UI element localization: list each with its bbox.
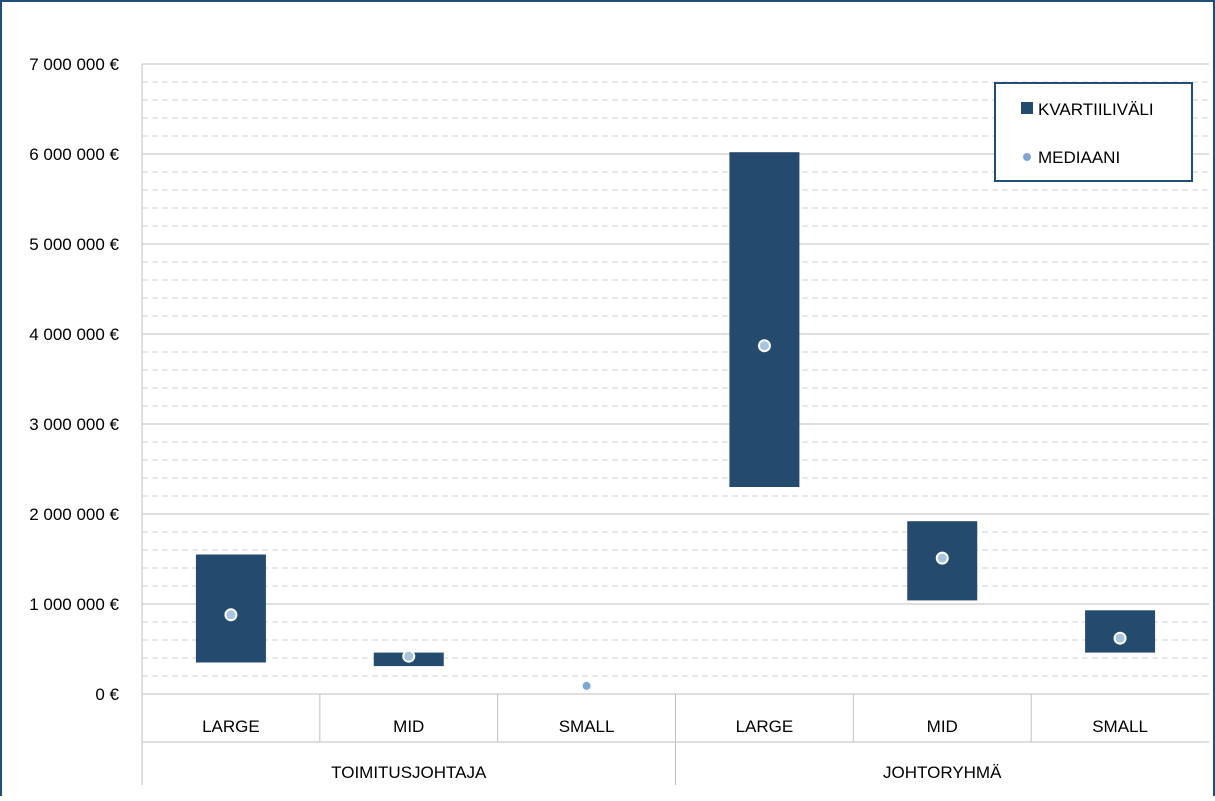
x-group-label: JOHTORYHMÄ: [883, 763, 1002, 782]
y-tick-label: 2 000 000 €: [29, 505, 119, 524]
y-tick-label: 3 000 000 €: [29, 415, 119, 434]
x-category-label: SMALL: [559, 717, 615, 736]
median-point: [224, 608, 238, 622]
median-layer: [224, 339, 1127, 690]
legend-quartile-swatch: [1021, 102, 1033, 114]
x-group-label: TOIMITUSJOHTAJA: [331, 763, 487, 782]
bar-layer: [195, 152, 1156, 667]
legend-box: [994, 82, 1193, 182]
y-tick-label: 7 000 000 €: [29, 55, 119, 74]
median-point: [402, 649, 416, 663]
median-point: [935, 551, 949, 565]
quartile-bar: [729, 152, 800, 487]
legend-median-swatch: [1023, 153, 1031, 161]
legend: KVARTIILIVÄLI MEDIAANI: [994, 82, 1193, 182]
y-tick-label: 5 000 000 €: [29, 235, 119, 254]
y-tick-label: 1 000 000 €: [29, 595, 119, 614]
y-tick-label: 0 €: [95, 685, 119, 704]
median-point: [582, 681, 591, 690]
x-category-label: LARGE: [736, 717, 794, 736]
axis-layer: [141, 64, 1209, 785]
x-category-label: LARGE: [202, 717, 260, 736]
x-category-label: MID: [927, 717, 958, 736]
median-point: [1113, 631, 1127, 645]
y-tick-label: 6 000 000 €: [29, 145, 119, 164]
legend-median-label: MEDIAANI: [1038, 148, 1120, 167]
quartile-bar: [1085, 610, 1156, 653]
y-tick-label: 4 000 000 €: [29, 325, 119, 344]
x-category-label: SMALL: [1092, 717, 1148, 736]
median-point: [757, 339, 771, 353]
legend-quartile-label: KVARTIILIVÄLI: [1038, 100, 1154, 119]
x-category-label: MID: [393, 717, 424, 736]
label-layer: 0 € 1 000 000 € 2 000 000 € 3 000 000 € 4 00…: [29, 55, 1148, 782]
